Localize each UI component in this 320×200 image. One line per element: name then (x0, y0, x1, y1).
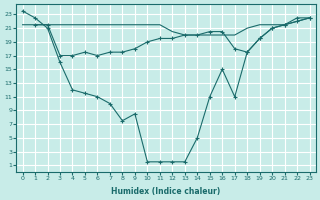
X-axis label: Humidex (Indice chaleur): Humidex (Indice chaleur) (111, 187, 221, 196)
